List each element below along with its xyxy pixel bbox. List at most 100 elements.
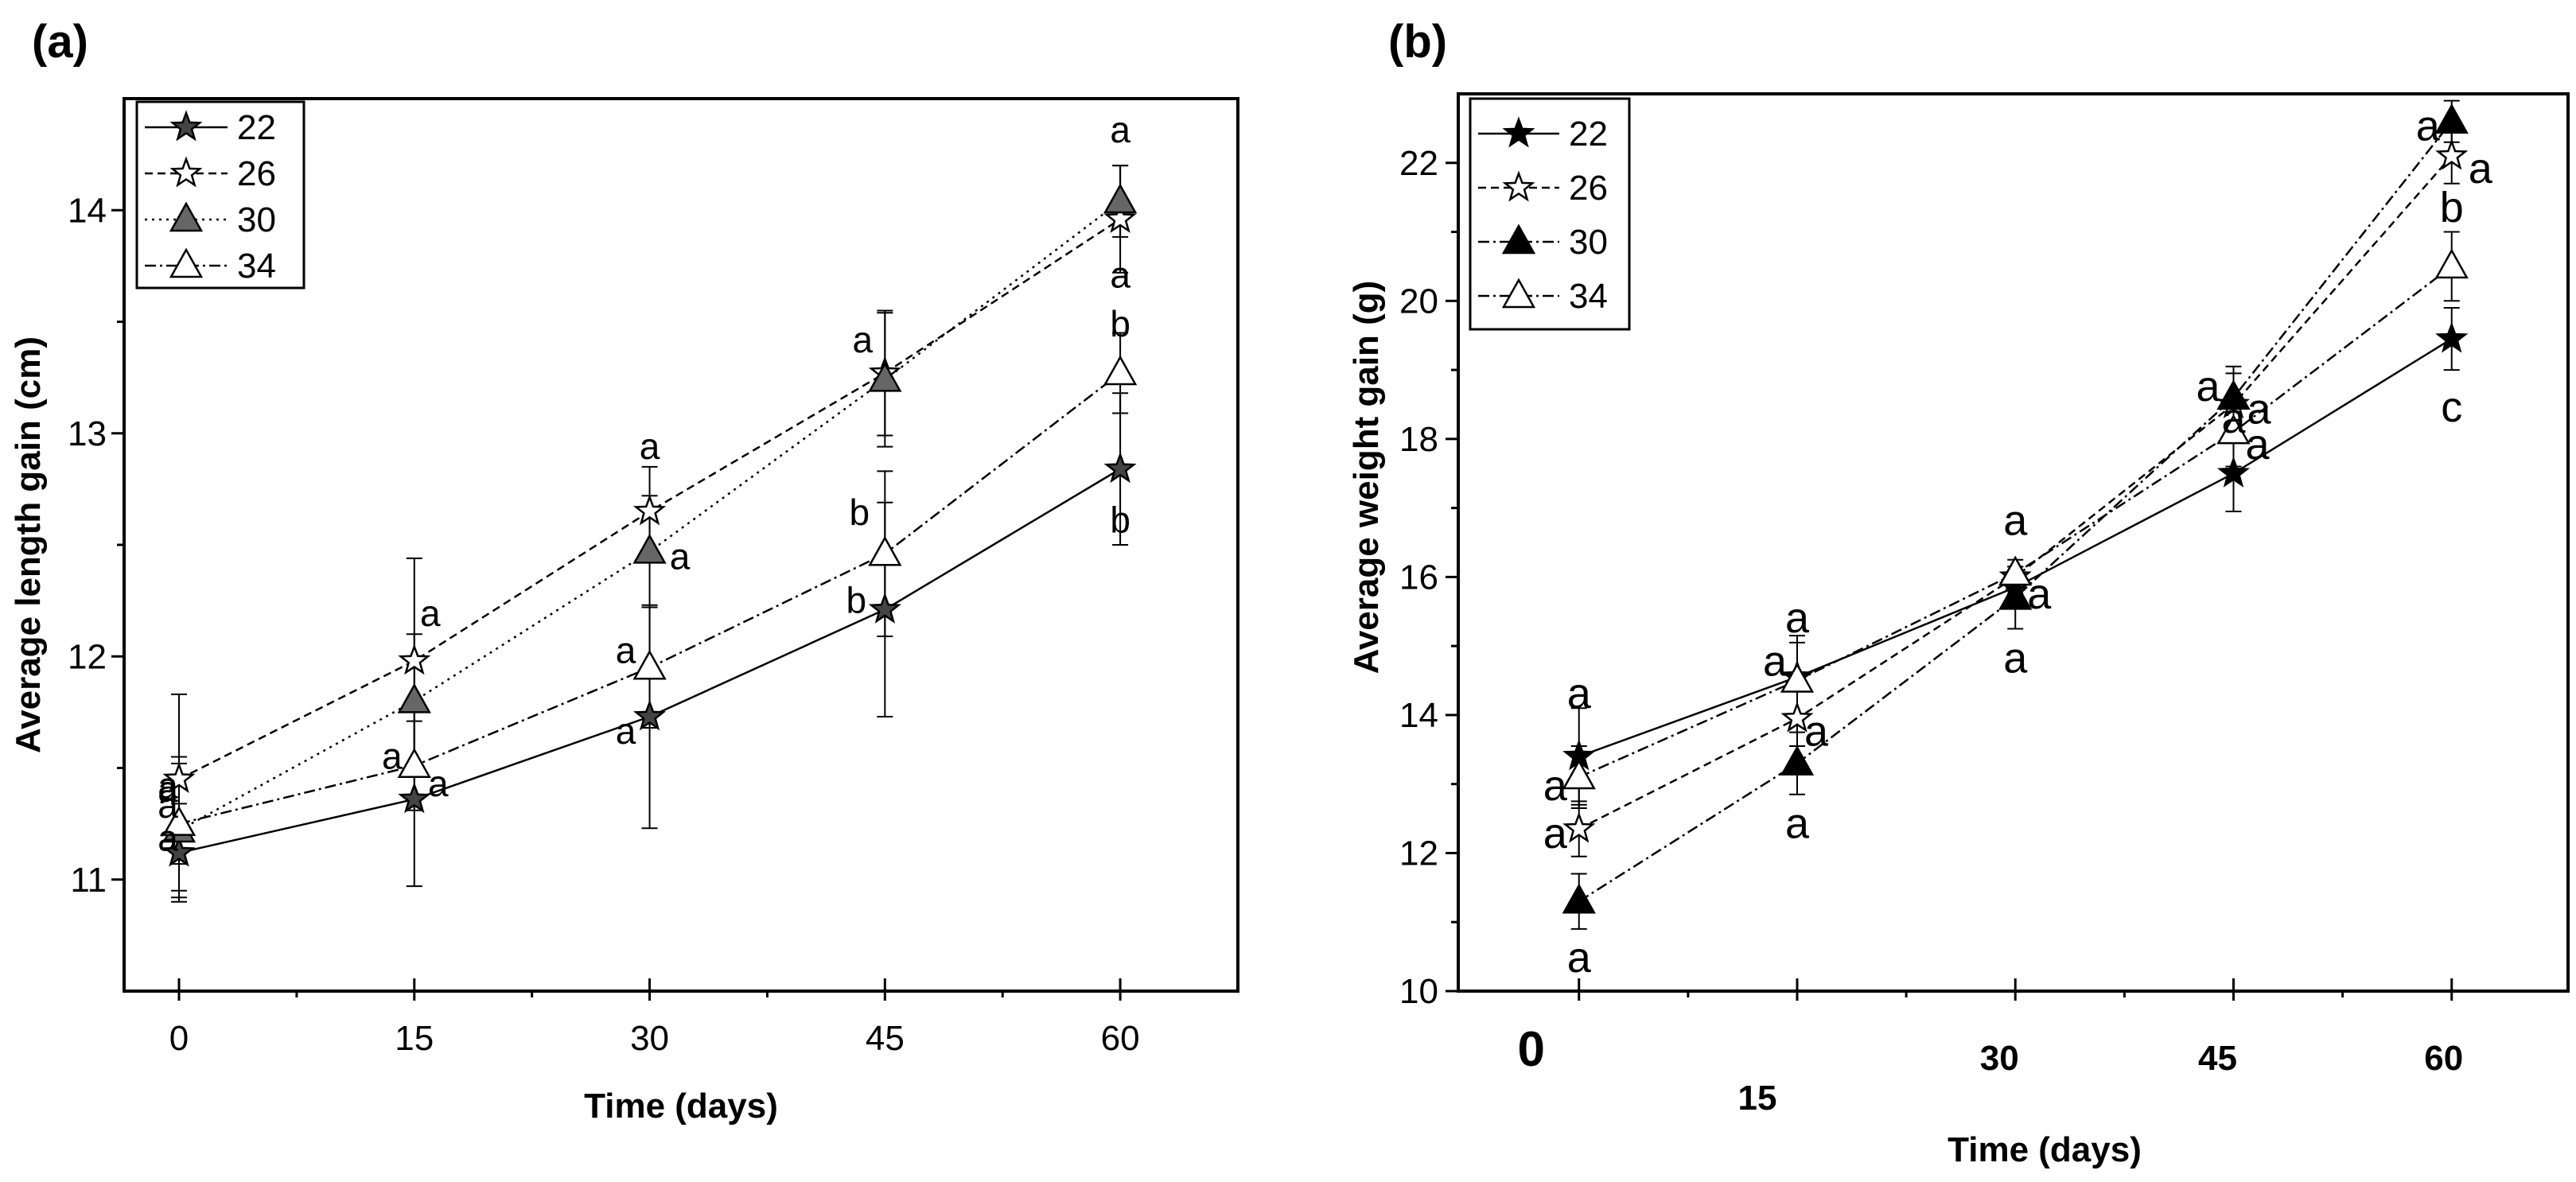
legend-label-30: 30	[1569, 223, 1608, 262]
series-34-marker	[1998, 555, 2033, 586]
significance-label: c	[2441, 383, 2462, 431]
legend-marker-30	[1501, 224, 1536, 255]
legend-marker-30	[169, 201, 204, 232]
x-tick-label: 15	[395, 1019, 434, 1058]
x-tick-label: 45	[866, 1019, 905, 1058]
significance-label: a	[1110, 254, 1130, 295]
significance-label: a	[1785, 594, 1810, 642]
legend-label-26: 26	[237, 154, 276, 193]
significance-label: a	[853, 319, 874, 360]
legend-label-30: 30	[237, 200, 276, 239]
panel-a-x-tick-labels: 0 15 30 45 60	[169, 1019, 1140, 1058]
legend-label-22: 22	[1569, 115, 1608, 154]
series-22-marker	[398, 782, 431, 814]
significance-label: a	[158, 768, 178, 810]
significance-label: b	[846, 579, 867, 620]
y-tick-label: 18	[1399, 420, 1438, 459]
significance-label: a	[158, 784, 178, 826]
series-22-marker	[2435, 321, 2469, 353]
y-tick-label: 13	[68, 414, 107, 453]
panel-a-legend-box	[135, 100, 305, 290]
series-30-line	[178, 200, 1121, 832]
panel-b-legend-box	[1469, 97, 1631, 331]
significance-label: a	[2416, 103, 2441, 150]
series-26-marker	[398, 643, 431, 675]
y-tick-label: 10	[1399, 972, 1438, 1011]
significance-label: a	[1543, 762, 1568, 810]
panel-a-y-tick-labels: 11 12 13 14	[68, 191, 107, 900]
series-30-marker	[1562, 883, 1596, 914]
panel-a-axis-ticks	[111, 208, 1122, 1001]
significance-label: a	[1763, 638, 1788, 686]
panel-b-axis-ticks	[1446, 161, 2453, 1001]
series-22-marker	[2216, 456, 2251, 488]
series-34-marker	[868, 535, 902, 566]
series-30-marker	[1998, 579, 2033, 610]
series-22-marker	[868, 592, 901, 624]
series-30-marker	[868, 361, 902, 392]
significance-label: a	[382, 736, 403, 777]
series-30-marker	[632, 533, 667, 564]
x-tick-label: 60	[2424, 1039, 2463, 1078]
legend-marker-26	[169, 156, 203, 188]
significance-label: a	[428, 763, 449, 804]
panel-a-x-axis-title: Time (days)	[584, 1087, 778, 1126]
panel-b-x-tick-labels: 0 15 30 45 60	[1518, 1022, 2464, 1118]
legend-label-34: 34	[1569, 277, 1608, 316]
series-30-marker	[397, 682, 431, 713]
y-tick-label: 22	[1399, 144, 1438, 183]
legend-label-26: 26	[1569, 169, 1608, 208]
series-34-marker	[632, 649, 667, 680]
panel-a-y-axis-title: Average length gain (cm)	[9, 336, 48, 753]
series-34-marker	[1103, 355, 1138, 386]
legend-marker-34	[1501, 278, 1536, 309]
legend-marker-26	[1502, 170, 1535, 202]
significance-label: a	[616, 710, 636, 752]
x-tick-label: 30	[630, 1019, 669, 1058]
x-tick-label: 0	[169, 1019, 189, 1058]
series-22-marker	[162, 835, 196, 867]
significance-label: a	[670, 535, 691, 577]
significance-label: a	[1543, 810, 1568, 857]
y-tick-label: 11	[70, 861, 107, 900]
panel-b-y-tick-labels: 10 12 14 16 18 20 22	[1399, 144, 1438, 1011]
y-tick-label: 14	[1399, 696, 1438, 735]
x-tick-label: 15	[1738, 1079, 1777, 1118]
series-26-marker	[632, 494, 667, 526]
panel-a-legend: 22 26 30 34	[135, 100, 305, 290]
significance-label: a	[1110, 109, 1130, 150]
series-34-marker	[161, 806, 197, 836]
y-tick-label: 12	[1399, 834, 1438, 873]
significance-label: a	[2003, 496, 2028, 544]
significance-label: a	[420, 593, 441, 634]
significance-label: a	[158, 818, 178, 859]
x-tick-label: 45	[2198, 1039, 2237, 1078]
significance-label: a	[1804, 707, 1829, 755]
x-tick-label: 60	[1101, 1019, 1140, 1058]
legend-marker-22	[169, 110, 203, 142]
significance-label: a	[1567, 934, 1592, 982]
series-34-marker	[1562, 759, 1596, 790]
series-26-marker	[1780, 701, 1814, 733]
panel-b-plot-frame	[1457, 92, 2570, 993]
significance-label: a	[158, 765, 178, 807]
significance-label: a	[1567, 670, 1592, 717]
significance-label: a	[640, 426, 660, 467]
panel-b-markers	[1562, 103, 2469, 914]
series-22-marker	[632, 699, 667, 731]
y-tick-label: 20	[1399, 282, 1438, 321]
series-26-marker	[1103, 201, 1137, 233]
panel-b-y-axis-title: Average weight gain (g)	[1347, 281, 1386, 675]
series-26-line	[1578, 155, 2453, 830]
x-tick-label: 30	[1980, 1039, 2019, 1078]
significance-label: a	[616, 629, 636, 671]
significance-label: a	[2247, 385, 2271, 433]
series-26-marker	[162, 761, 196, 794]
panel-b-legend: 22 26 30 34	[1469, 97, 1631, 331]
